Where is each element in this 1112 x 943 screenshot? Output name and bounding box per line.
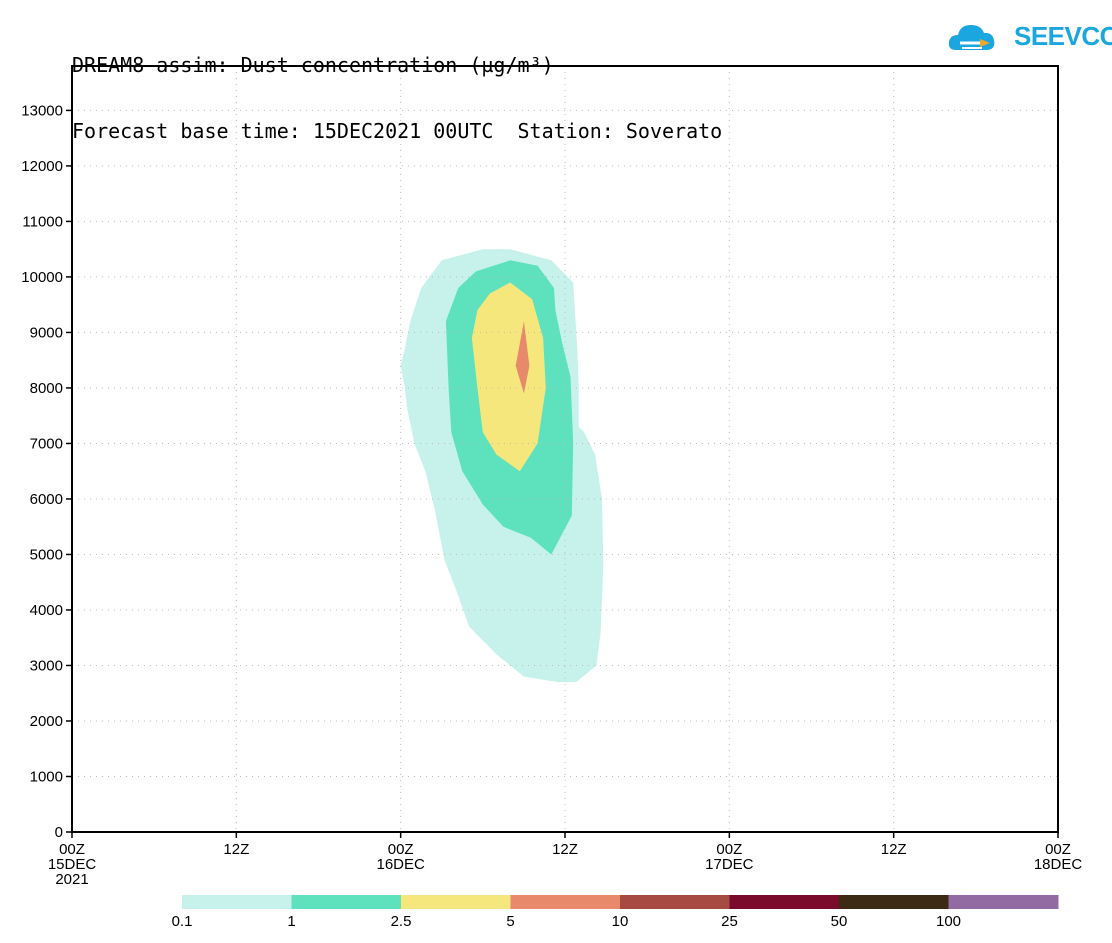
y-tick-label: 9000 — [30, 324, 63, 341]
x-tick-label: 12Z — [223, 841, 249, 858]
y-tick-label: 12000 — [21, 158, 63, 175]
cloud-icon — [948, 25, 995, 50]
colorbar-swatch — [182, 895, 292, 909]
y-tick-label: 10000 — [21, 269, 63, 286]
y-tick-label: 2000 — [30, 713, 63, 730]
colorbar: 0.1 1 2.5 5 10 25 50 100 — [172, 895, 1059, 930]
y-tick-label: 0 — [55, 824, 63, 841]
seevccc-logo — [948, 25, 995, 50]
colorbar-label: 10 — [612, 913, 629, 930]
contour-5 — [515, 321, 530, 394]
colorbar-swatch — [291, 895, 402, 909]
colorbar-label: 2.5 — [391, 913, 412, 930]
x-tick-label: 12Z — [881, 841, 907, 858]
y-tick-label: 8000 — [30, 380, 63, 397]
colorbar-label: 25 — [721, 913, 738, 930]
y-tick-label: 11000 — [22, 213, 63, 230]
y-tick-label: 7000 — [30, 435, 63, 452]
colorbar-swatch — [510, 895, 621, 909]
y-tick-label: 1000 — [30, 768, 63, 785]
colorbar-swatch — [729, 895, 840, 909]
x-tick-date: 15DEC — [48, 856, 97, 873]
y-tick-label: 3000 — [30, 657, 63, 674]
axis-layer: 0 1000 2000 3000 4000 5000 6000 7000 8000 9000 100… — [21, 102, 1082, 888]
y-tick-label: 13000 — [21, 102, 63, 119]
x-tick-label: 00Z — [1045, 841, 1071, 858]
x-tick-year: 2021 — [55, 871, 88, 888]
grid-layer — [72, 66, 1058, 832]
colorbar-label: 1 — [287, 913, 295, 930]
colorbar-label: 50 — [831, 913, 848, 930]
colorbar-label: 100 — [936, 913, 961, 930]
colorbar-swatch — [401, 895, 511, 909]
colorbar-label: 5 — [506, 913, 514, 930]
colorbar-swatch — [839, 895, 949, 909]
y-tick-label: 6000 — [30, 491, 63, 508]
x-tick-label: 12Z — [552, 841, 578, 858]
x-tick-label: 00Z — [59, 841, 85, 858]
contour-layer — [400, 249, 604, 683]
logo-text: SEEVCCC — [1014, 21, 1112, 51]
y-tick-label: 4000 — [30, 602, 63, 619]
x-tick-date: 18DEC — [1034, 856, 1083, 873]
colorbar-swatch — [948, 895, 1059, 909]
contour-2_5 — [471, 282, 546, 472]
x-tick-label: 00Z — [388, 841, 414, 858]
y-tick-label: 5000 — [30, 546, 63, 563]
x-tick-label: 00Z — [716, 841, 742, 858]
colorbar-swatch — [620, 895, 730, 909]
x-tick-date: 17DEC — [705, 856, 754, 873]
colorbar-label: 0.1 — [172, 913, 193, 930]
x-tick-date: 16DEC — [376, 856, 425, 873]
chart-subtitle: Forecast base time: 15DEC2021 00UTC Stat… — [72, 119, 723, 143]
